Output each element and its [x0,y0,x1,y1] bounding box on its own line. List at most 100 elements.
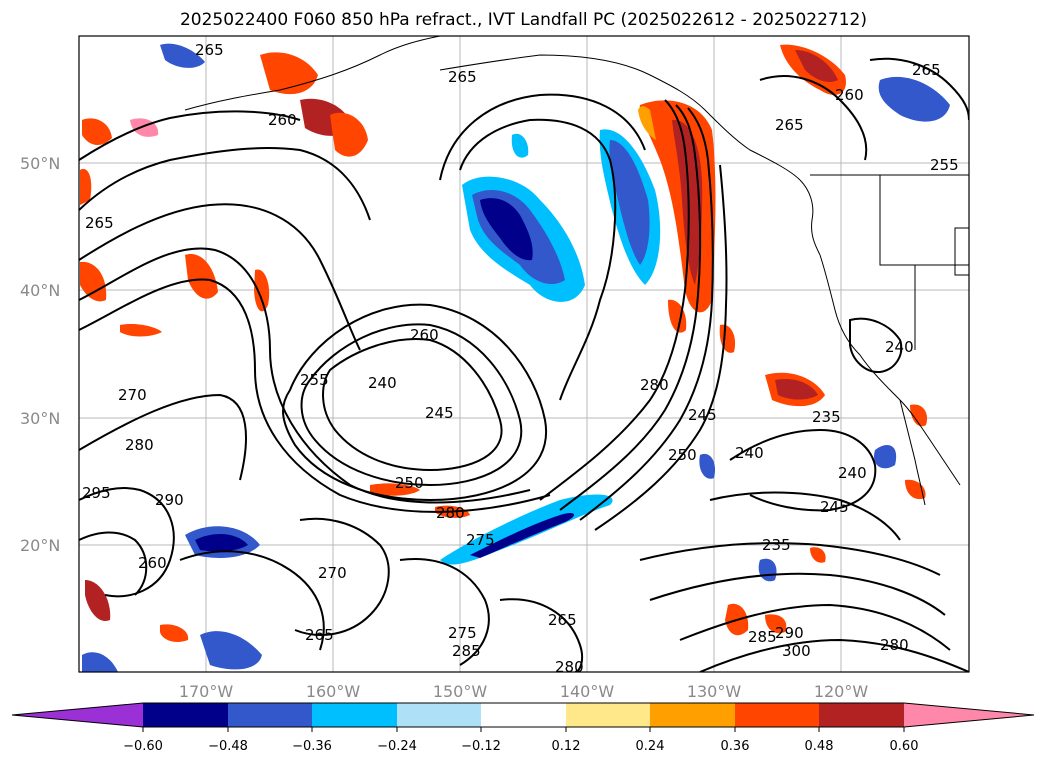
contour-label: 280 [555,658,584,676]
colorbar: −0.60 −0.48 −0.36 −0.24 −0.12 0.12 0.24 … [11,702,1035,754]
contour-23 [79,531,148,596]
positive-blob-north-center3 [330,112,368,157]
negative-blob-southwest-core [195,533,248,552]
lat-label-30n: 30°N [20,409,60,428]
positive-blob-west-4 [185,254,218,299]
contour-25 [294,517,390,636]
positive-blob-band [370,483,420,496]
contour-label: 240 [885,338,914,356]
contour-label: 285 [452,642,481,660]
shading-positive [80,44,928,643]
colorbar-segment [735,703,819,727]
contour-label: 270 [118,386,147,404]
negative-blob-southwest-corner [82,652,118,672]
contour-label: 265 [912,61,941,79]
positive-blob-east-small [810,547,826,563]
contour-label: 255 [300,371,329,389]
contour-label: 240 [735,444,764,462]
contour-15 [79,147,371,221]
contour-28 [759,75,868,161]
colorbar-extend-high [904,703,1034,727]
lon-label-140w: 140°W [560,682,615,701]
contour-13 [439,93,646,181]
positive-blob-east-mid-core [775,378,818,400]
colorbar-segment [566,703,650,727]
contour-5 [79,247,531,504]
lon-label-130w: 130°W [687,682,742,701]
colorbar-segment [481,703,566,727]
contour-6 [79,278,551,513]
lon-label-160w: 160°W [306,682,361,701]
colorbar-segment [228,703,312,727]
state-border-1 [879,175,969,266]
positive-plume-core [672,119,703,285]
colorbar-segment [312,703,397,727]
colorbar-ticks [142,727,905,732]
contour-11 [594,164,728,531]
lat-label-40n: 40°N [20,281,60,300]
contour-7 [79,393,247,481]
contour-10 [579,107,714,521]
contour-14 [79,110,301,161]
contour-label: 235 [812,408,841,426]
contour-label: 260 [410,326,439,344]
lon-label-150w: 150°W [433,682,488,701]
colorbar-segment [143,703,228,727]
colorbar-tick-label: −0.12 [461,739,501,754]
alaska-panhandle [439,54,801,181]
positive-blob-southwest [85,580,111,621]
negative-blob-central-inner [480,198,533,261]
negative-blob-trail-core [470,512,575,558]
contour-12 [459,118,617,401]
lon-label-120w: 120°W [814,682,869,701]
contour-20 [679,603,951,651]
negative-blob-east-small2 [874,445,897,469]
contour-label: 265 [195,41,224,59]
negative-blob-southwest-low [200,631,262,670]
positive-blob-west-edge [82,118,112,146]
baja-coast [899,399,926,506]
colorbar-segment [397,703,481,727]
contour-label: 260 [138,554,167,572]
contour-21 [699,638,969,672]
contour-27 [499,598,584,672]
contour-label: 265 [305,626,334,644]
contour-24 [179,550,325,651]
colorbar-extend-low [12,703,143,727]
colorbar-segment [650,703,735,727]
contour-17 [709,491,901,541]
contour-label: 260 [835,86,864,104]
contour-label: 270 [318,564,347,582]
contour-label: 265 [775,116,804,134]
contour-22 [79,487,175,598]
negative-blob-north-center [511,133,529,158]
colorbar-tick-label: 0.24 [636,739,665,754]
coastlines [184,36,969,506]
colorbar-tick-label: 0.12 [552,739,581,754]
contour-label: 265 [548,611,577,629]
contour-4 [282,303,548,502]
lat-label-50n: 50°N [20,154,60,173]
positive-blob-west-6 [120,323,162,337]
colorbar-tick-label: 0.48 [805,739,834,754]
contour-8 [539,99,690,501]
positive-blob-southwest2 [160,624,189,643]
contour-label: 265 [448,68,477,86]
colorbar-tick-label: 0.36 [721,739,750,754]
colorbar-segment [819,703,904,727]
map-area: 265 265 260 265 260 265 255 265 260 270 … [79,36,969,676]
state-border-3 [954,227,969,276]
lon-label-170w: 170°W [179,682,234,701]
contour-label: 240 [838,464,867,482]
contour-label: 250 [668,446,697,464]
colorbar-tick-label: −0.48 [208,739,248,754]
alaska-coast [184,36,441,111]
lat-label-20n: 20°N [20,536,60,555]
negative-blob-east-core [609,140,650,265]
contour-label: 280 [640,376,669,394]
us-west-coast [819,254,961,486]
contour-label: 275 [448,624,477,642]
contour-label: 290 [775,624,804,642]
bc-coast [799,179,821,256]
